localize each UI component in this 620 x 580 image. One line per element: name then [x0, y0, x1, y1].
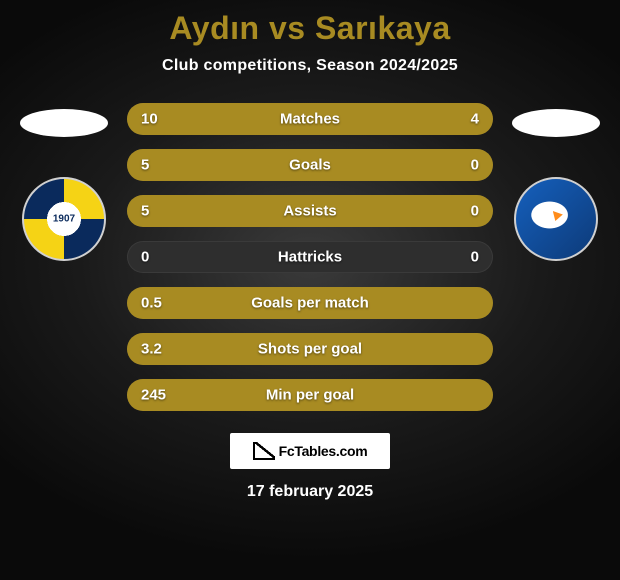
comparison-title: Aydın vs Sarıkaya [169, 10, 450, 47]
stat-label: Matches [280, 111, 340, 128]
stat-label: Assists [283, 203, 336, 220]
stat-row: 0 Hattricks 0 [127, 241, 493, 273]
stat-value-right: 0 [471, 249, 479, 266]
stat-bars: 10 Matches 4 5 Goals 0 5 Assists 0 0 Hattricks 0 0.5… [127, 103, 493, 411]
stat-row: 245 Min per goal [127, 379, 493, 411]
fenerbahce-crest [22, 177, 106, 261]
stat-value-left: 5 [141, 157, 149, 174]
stats-area: 10 Matches 4 5 Goals 0 5 Assists 0 0 Hattricks 0 0.5… [19, 103, 601, 411]
stat-label: Hattricks [278, 249, 342, 266]
stat-value-left: 0.5 [141, 295, 162, 312]
left-team-column [19, 103, 109, 261]
stat-label: Shots per goal [258, 341, 362, 358]
fctables-logo-text: FcTables.com [279, 443, 368, 459]
stat-label: Goals per match [251, 295, 369, 312]
stat-label: Goals [289, 157, 331, 174]
stat-value-left: 10 [141, 111, 158, 128]
stat-row: 5 Goals 0 [127, 149, 493, 181]
stat-row: 3.2 Shots per goal [127, 333, 493, 365]
right-team-column [511, 103, 601, 261]
stat-value-right: 0 [471, 157, 479, 174]
stat-value-left: 0 [141, 249, 149, 266]
erzurumspor-crest [514, 177, 598, 261]
comparison-subtitle: Club competitions, Season 2024/2025 [162, 57, 458, 75]
right-player-silhouette [512, 109, 600, 137]
stat-bar-left [127, 103, 387, 135]
stat-value-right: 4 [471, 111, 479, 128]
fctables-logo: FcTables.com [230, 433, 390, 469]
chart-icon [253, 442, 275, 460]
stat-row: 10 Matches 4 [127, 103, 493, 135]
stat-row: 0.5 Goals per match [127, 287, 493, 319]
stat-value-left: 5 [141, 203, 149, 220]
infographic-container: Aydın vs Sarıkaya Club competitions, Sea… [0, 0, 620, 580]
stat-label: Min per goal [266, 387, 354, 404]
infographic-date: 17 february 2025 [247, 483, 373, 501]
stat-value-right: 0 [471, 203, 479, 220]
stat-row: 5 Assists 0 [127, 195, 493, 227]
stat-value-left: 3.2 [141, 341, 162, 358]
stat-value-left: 245 [141, 387, 166, 404]
left-player-silhouette [20, 109, 108, 137]
